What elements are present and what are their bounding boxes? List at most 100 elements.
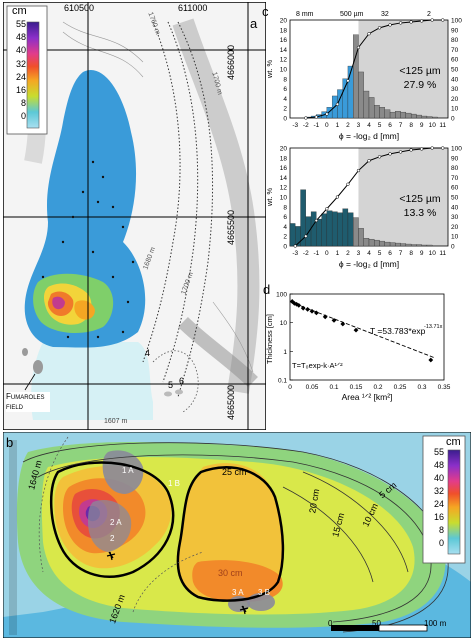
y-tick-label: 18 [280,27,288,34]
cumulative-point [325,112,329,116]
x-tick-label: 5 [378,250,382,257]
x-tick-label: 11 [439,250,446,257]
histogram-bar [432,116,438,119]
y-tick-label: 1 [283,349,287,356]
y2-tick-label: 30 [451,214,459,221]
y-axis-label: wt. % [265,60,274,80]
legend-tick: 0 [438,538,444,548]
x-tick-label: 3 [357,122,361,129]
x-tick-label: 1 [336,122,340,129]
y-tick-label: 8 [283,204,287,211]
y-tick-label: 14 [280,47,288,54]
legend-tick: 16 [433,512,444,522]
y2-tick-label: 60 [451,57,459,64]
data-point [294,301,299,307]
histogram-bar [416,114,422,119]
histogram-bar [289,223,296,247]
cumulative-curve [305,19,443,119]
x-tick-label: 0 [325,122,329,129]
cumulative-point [346,182,350,186]
cumulative-point [314,218,318,223]
cumulative-point [398,150,403,154]
histogram-bar [410,113,417,119]
histogram-bar [416,244,422,247]
y-tick-label: 8 [283,76,287,83]
y-axis-label: Thickness [cm] [265,314,274,364]
cumulative-point [388,23,392,27]
x-tick-label: 0 [288,384,292,391]
histogram-bar [326,210,333,247]
y-tick-label: 10 [280,195,288,202]
x-axis-label: ϕ = -log₂ d [mm] [339,259,399,269]
y2-tick-label: 100 [451,146,462,153]
y-axis-label: wt. % [265,188,274,208]
x-tick-label: -1 [313,122,319,129]
histogram-bar [374,239,380,247]
y2-tick-label: 100 [451,18,462,25]
cumulative-point [377,155,382,159]
fit-exponent: -13.71x [424,324,443,330]
y-tick-label: 100 [276,292,287,299]
panel-b-legend-ticks: 55 48 40 32 24 16 8 0 [426,446,444,550]
histogram-chart-1: 024681012141618200102030405060708090100-… [265,18,462,142]
x-tick-label: 0.05 [306,384,319,391]
x-tick-label: 3 [357,250,361,257]
x-tick-label: 9 [420,122,424,129]
histogram-bar [405,112,412,119]
easting-label: 610500 [64,3,95,13]
cumulative-point [304,234,308,238]
y2-tick-label: 30 [451,86,459,93]
panel-a-legend-unit: cm [12,5,27,17]
data-point [428,357,434,363]
cumulative-point [356,168,361,173]
northing-label: 4665000 [226,384,236,420]
fine-fraction-percent: 13.3 % [404,207,437,219]
cumulative-point [409,20,413,24]
scalebar-label: 50 [372,619,381,628]
histogram-bar [395,110,401,119]
y2-tick-label: 20 [451,224,459,231]
y2-tick-label: 60 [451,185,459,192]
y-tick-label: 6 [283,214,287,221]
x-tick-label: 8 [409,250,413,257]
cumulative-point [441,146,445,150]
easting-label: 611000 [178,3,208,13]
cumulative-point [430,18,434,22]
x-tick-label: 2 [346,122,350,129]
legend-tick: 16 [15,85,26,96]
sample-number: 4 [145,348,151,358]
panel-c-label: c [262,4,269,19]
x-tick-label: 11 [439,122,446,129]
histogram-bar [384,109,391,119]
histogram-bar [353,217,359,247]
histogram-bar [379,240,385,247]
panel-a-legend-ticks: 55 48 40 32 24 16 8 0 [8,18,26,124]
legend-tick: 55 [433,447,444,457]
y2-tick-label: 80 [451,165,459,172]
y-tick-label: 0 [283,116,287,123]
y-tick-label: 10 [280,320,288,327]
x-tick-label: -1 [313,250,319,257]
x-tick-label: 1 [336,250,340,257]
legend-tick: 48 [15,32,26,43]
cumulative-point [325,207,329,211]
x-tick-label: 6 [388,122,392,129]
histogram-bar [331,211,338,247]
histogram-bar [389,111,396,119]
histogram-bar [410,244,417,247]
histogram-bar [374,105,380,119]
plot-frame [289,293,445,381]
histogram-bar [358,228,364,247]
thickness-scatter-chart: 0.1 1 10 100 0 0.05 0.1 0.15 0.2 0.25 0.3 0.35 T =53… [263,284,451,402]
histogram-bar [337,212,343,247]
cumulative-point [398,21,403,25]
x-tick-label: 8 [409,122,413,129]
site-label: 2 [110,534,115,543]
cumulative-point [314,115,318,119]
x-tick-label: -2 [303,122,309,129]
y-tick-label: 20 [280,18,288,25]
x-tick-label: 5 [378,122,382,129]
y2-tick-label: 80 [451,37,459,44]
histogram-bar [426,244,433,247]
fine-fraction-shade [358,148,448,246]
